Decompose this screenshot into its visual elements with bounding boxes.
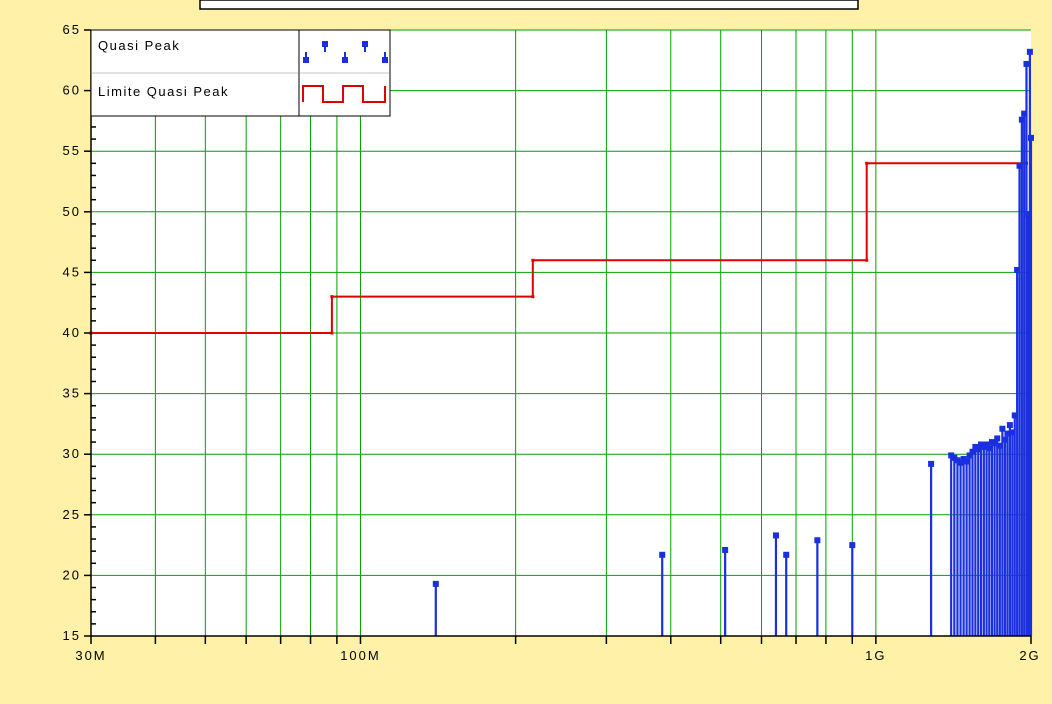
quasi-peak-marker	[994, 435, 1001, 442]
y-tick-label: 15	[63, 628, 81, 643]
y-tick-label: 35	[63, 386, 81, 401]
x-tick-label: 2G	[1019, 648, 1040, 663]
limit-line-swatch-icon	[302, 85, 386, 103]
x-tick-label: 30M	[75, 648, 106, 663]
quasi-peak-marker	[996, 442, 1003, 449]
limit-step-line	[91, 162, 1027, 334]
quasi-peak-marker	[1014, 266, 1021, 273]
quasi-peak-marker	[1018, 116, 1025, 123]
quasi-peak-marker	[1016, 162, 1023, 169]
y-tick-label: 65	[63, 22, 81, 37]
quasi-peak-marker	[991, 440, 998, 447]
quasi-peak-marker	[1021, 110, 1028, 117]
quasi-peak-marker	[1023, 60, 1030, 67]
quasi-peak-marker	[722, 546, 729, 553]
quasi-peak-marker	[432, 580, 439, 587]
quasi-peak-marker	[954, 457, 961, 464]
y-tick-label: 40	[63, 325, 81, 340]
quasi-peak-marker	[999, 425, 1006, 432]
quasi-peak-marker	[772, 532, 779, 539]
quasi-peak-swatch-icon	[303, 41, 388, 63]
quasi-peak-marker	[975, 446, 982, 453]
y-tick-label: 60	[63, 83, 81, 98]
quasi-peak-marker	[948, 452, 955, 459]
limit-vertex-point	[531, 295, 535, 299]
legend: Quasi Peak Limite Quasi Peak	[90, 29, 391, 117]
legend-label-quasi-peak: Quasi Peak	[98, 38, 180, 53]
quasi-peak-marker	[1004, 430, 1011, 437]
limit-vertex-point	[531, 258, 535, 262]
limit-vertex-point	[865, 161, 869, 165]
limit-vertex-point	[330, 331, 334, 335]
quasi-peak-marker	[1001, 436, 1008, 443]
quasi-peak-marker	[1009, 429, 1016, 436]
quasi-peak-marker	[1025, 211, 1032, 218]
quasi-peak-marker	[983, 441, 990, 448]
y-tick-label: 55	[63, 143, 81, 158]
quasi-peak-marker	[957, 459, 964, 466]
quasi-peak-series	[432, 48, 1034, 636]
y-tick-label: 45	[63, 264, 81, 279]
quasi-peak-marker	[951, 454, 958, 461]
quasi-peak-marker	[966, 452, 973, 459]
y-tick-label: 50	[63, 204, 81, 219]
legend-label-limit: Limite Quasi Peak	[98, 84, 229, 99]
quasi-peak-marker	[1028, 134, 1034, 141]
quasi-peak-marker	[814, 537, 821, 544]
quasi-peak-marker	[963, 458, 970, 465]
quasi-peak-marker	[659, 551, 666, 558]
x-tick-label: 100M	[340, 648, 381, 663]
quasi-peak-marker	[1011, 412, 1018, 419]
quasi-peak-marker	[783, 551, 790, 558]
quasi-peak-marker	[960, 456, 967, 463]
y-tick-label: 20	[63, 567, 81, 582]
quasi-peak-marker	[1006, 422, 1013, 429]
quasi-peak-marker	[928, 460, 935, 467]
limit-vertex-point	[865, 258, 869, 262]
limit-vertex-point	[330, 295, 334, 299]
top-header-box	[199, 0, 859, 10]
quasi-peak-marker	[1026, 48, 1033, 55]
x-tick-label: 1G	[865, 648, 886, 663]
quasi-peak-marker	[969, 448, 976, 455]
y-tick-label: 30	[63, 446, 81, 461]
y-tick-label: 25	[63, 507, 81, 522]
quasi-peak-marker	[849, 542, 856, 549]
axes: 15 20 25 30 35 40 45 50 55 60 65 30M 100M 1G 2G	[63, 22, 1040, 663]
quasi-peak-marker	[986, 445, 993, 452]
